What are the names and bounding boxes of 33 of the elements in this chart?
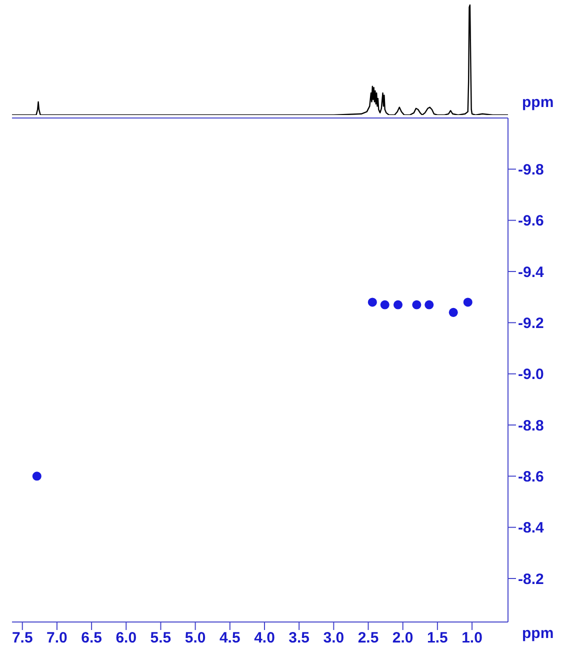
x-tick-label: 4.5 — [219, 630, 240, 647]
x-axis-title: ppm — [522, 625, 554, 642]
y-tick-label: -9.6 — [518, 212, 544, 230]
y-tick-label: -9.2 — [518, 314, 544, 332]
x-tick-label: 6.5 — [81, 630, 102, 647]
x-tick-label: 7.5 — [12, 630, 33, 647]
point — [424, 300, 434, 310]
point — [393, 300, 403, 310]
x-tick-label: 3.5 — [288, 630, 310, 647]
x-tick-label: 1.5 — [427, 630, 448, 647]
point — [380, 300, 390, 310]
x-tick-label: 5.0 — [184, 630, 206, 647]
x-tick-label: 7.0 — [46, 630, 68, 647]
x-tick-label: 4.0 — [254, 630, 275, 647]
y-tick-label: -9.0 — [518, 366, 544, 384]
y-axis-title: ppm — [522, 94, 554, 111]
x-tick-label: 1.0 — [462, 630, 482, 647]
y-tick-label: -9.8 — [518, 161, 544, 178]
point — [368, 298, 377, 307]
point — [32, 472, 42, 481]
point — [412, 300, 422, 310]
point — [448, 308, 458, 317]
x-tick-label: 5.5 — [150, 630, 172, 647]
y-tick-label: -8.6 — [518, 468, 544, 486]
y-tick-label: -8.4 — [518, 520, 545, 537]
x-tick-label: 6.0 — [116, 630, 137, 647]
y-tick-label: -8.2 — [518, 570, 544, 588]
point — [463, 298, 472, 307]
x-tick-label: 3.0 — [323, 630, 344, 647]
x-tick-label: 2.0 — [392, 630, 414, 647]
y-tick-label: -9.4 — [518, 264, 545, 281]
y-tick-label: -8.8 — [518, 417, 544, 434]
x-tick-label: 2.5 — [358, 630, 379, 647]
